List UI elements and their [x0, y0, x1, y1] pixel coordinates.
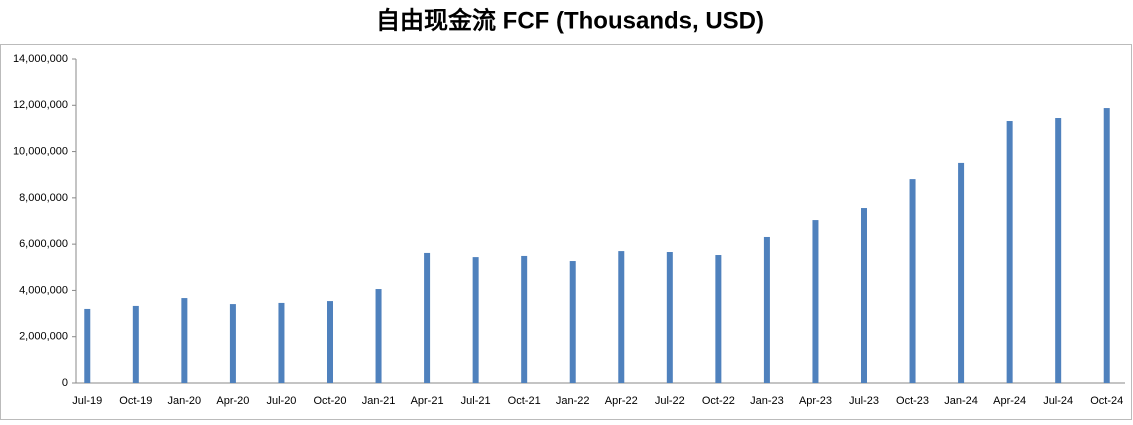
x-tick-label: Jan-22	[556, 395, 590, 407]
x-tick-label: Apr-22	[605, 395, 638, 407]
bar	[229, 304, 236, 383]
x-tick-label: Jan-24	[944, 395, 978, 407]
bar	[958, 162, 965, 383]
y-tick-label: 6,000,000	[19, 238, 68, 250]
bar	[715, 255, 722, 383]
bar	[1055, 118, 1062, 383]
x-tick-label: Jul-21	[461, 395, 491, 407]
x-tick-label: Apr-24	[993, 395, 1026, 407]
x-tick-label: Jul-24	[1043, 395, 1073, 407]
bar	[521, 255, 528, 383]
x-tick-label: Oct-24	[1090, 395, 1123, 407]
x-tick-label: Apr-23	[799, 395, 832, 407]
bar	[472, 257, 479, 383]
chart-frame	[0, 44, 1132, 420]
y-tick-label: 0	[62, 377, 68, 389]
bar	[84, 308, 91, 383]
bar	[278, 302, 285, 383]
bar	[763, 236, 770, 383]
bar	[569, 261, 576, 383]
y-tick-label: 2,000,000	[19, 331, 68, 343]
x-tick-label: Apr-20	[216, 395, 249, 407]
bar	[618, 251, 625, 383]
bar	[327, 301, 333, 383]
x-tick-label: Jul-19	[72, 395, 102, 407]
bar	[132, 305, 139, 383]
x-tick-label: Oct-22	[702, 395, 735, 407]
x-tick-label: Apr-21	[411, 395, 444, 407]
x-tick-label: Oct-21	[508, 395, 541, 407]
y-tick-label: 4,000,000	[19, 284, 68, 296]
y-tick-label: 8,000,000	[19, 192, 68, 204]
bar	[666, 252, 673, 383]
x-tick-label: Jul-20	[266, 395, 296, 407]
x-tick-label: Oct-19	[119, 395, 152, 407]
y-tick-label: 14,000,000	[13, 53, 68, 65]
bar	[1103, 108, 1110, 383]
bar	[181, 298, 188, 383]
chart-title: 自由现金流 FCF (Thousands, USD)	[376, 6, 764, 34]
bar	[375, 289, 382, 383]
x-tick-label: Oct-23	[896, 395, 929, 407]
x-tick-label: Jan-21	[362, 395, 396, 407]
y-tick-label: 10,000,000	[13, 145, 68, 157]
x-tick-label: Jul-23	[849, 395, 879, 407]
bar	[424, 252, 431, 383]
x-tick-label: Jul-22	[655, 395, 685, 407]
bar	[909, 179, 916, 383]
x-tick-label: Jan-20	[168, 395, 202, 407]
x-tick-label: Oct-20	[313, 395, 346, 407]
bar	[1006, 121, 1013, 383]
bar	[812, 220, 819, 383]
x-tick-label: Jan-23	[750, 395, 784, 407]
bar	[861, 208, 867, 383]
y-tick-label: 12,000,000	[13, 99, 68, 111]
